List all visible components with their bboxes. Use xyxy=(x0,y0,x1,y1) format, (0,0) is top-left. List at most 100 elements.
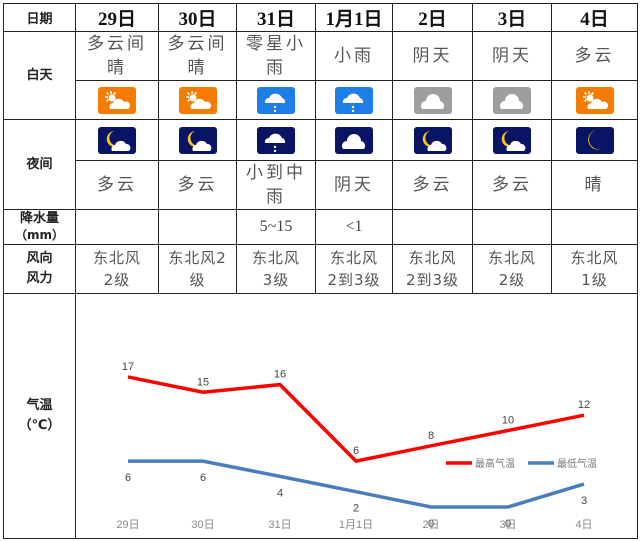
data-label: 8 xyxy=(428,430,434,442)
condition-line: 多云间 xyxy=(87,34,147,54)
x-tick-label: 1月1日 xyxy=(339,519,373,531)
condition-line: 多云 xyxy=(492,175,532,195)
date-cell: 29日 xyxy=(75,3,159,32)
day-condition: 零星小雨 xyxy=(236,31,316,81)
night-condition: 多云 xyxy=(472,160,552,210)
night-condition: 多云 xyxy=(75,160,159,210)
precip-row: 降水量 （mm） 5~15 <1 xyxy=(3,209,638,245)
sun-cloud-icon xyxy=(98,86,136,114)
weather-forecast-table: 日期 29日 30日 31日 1月1日 2日 3日 4日 白天 多云间晴 多云间… xyxy=(3,3,638,539)
condition-line: 多云 xyxy=(574,46,615,66)
overcast-icon xyxy=(493,86,531,114)
wind-line: 2级 xyxy=(498,271,526,289)
date-cell: 1月1日 xyxy=(315,3,393,32)
legend-low-label: 最低气温 xyxy=(557,457,597,470)
date-cell: 4日 xyxy=(551,3,638,32)
condition-line: 多云 xyxy=(412,175,453,195)
wind-row-label: 风向 风力 xyxy=(3,244,76,294)
condition-line: 零星小 xyxy=(246,34,306,54)
data-label: 12 xyxy=(578,399,590,411)
x-tick-label: 30日 xyxy=(191,519,214,531)
wind-value: 东北风 2到3级 xyxy=(315,244,393,294)
wind-line: 2到3级 xyxy=(405,271,460,289)
condition-line: 小雨 xyxy=(334,46,374,66)
wind-line: 东北风 xyxy=(408,249,457,267)
high-temp-line xyxy=(127,375,585,464)
condition-line: 多云 xyxy=(177,175,218,195)
precip-value: <1 xyxy=(315,209,393,245)
wind-line: 东北风2 xyxy=(168,249,227,267)
moon-icon xyxy=(575,126,614,154)
wind-line: 东北风 xyxy=(251,249,300,267)
night-condition: 阴天 xyxy=(315,160,393,210)
data-label: 10 xyxy=(502,415,514,427)
condition-line: 多云间 xyxy=(167,34,228,54)
data-label: 0 xyxy=(505,518,511,530)
data-label: 17 xyxy=(122,361,134,373)
moon-cloud-icon xyxy=(178,126,217,154)
day-icon-row xyxy=(4,80,638,120)
x-tick-label: 2日 xyxy=(422,519,439,531)
night-condition: 多云 xyxy=(392,160,473,210)
moon-cloud-icon xyxy=(413,126,452,154)
day-condition: 小雨 xyxy=(315,31,393,81)
temp-row: 气温 （℃） 17 15 16 6 8 10 12 6 6 4 2 0 0 3 29日 30日 31日 1月1日 2日… xyxy=(3,293,638,539)
temp-row-label: 气温 （℃） xyxy=(3,293,76,539)
data-label: 6 xyxy=(200,472,206,484)
night-condition: 晴 xyxy=(551,160,638,210)
wind-line: 1级 xyxy=(581,271,608,289)
condition-line: 雨 xyxy=(266,187,286,207)
data-label: 6 xyxy=(353,445,359,457)
x-tick-label: 31日 xyxy=(268,519,291,531)
precip-row-label: 降水量 （mm） xyxy=(3,209,76,245)
rain-icon xyxy=(257,86,295,114)
night-condition: 小到中雨 xyxy=(236,160,316,210)
wind-row: 风向 风力 东北风 2级 东北风2 级 东北风 3级 东北风 2到3级 东北风 2到3级 东… xyxy=(3,244,638,294)
date-cell: 2日 xyxy=(392,3,473,32)
day-row-label: 白天 xyxy=(3,31,76,120)
wind-value: 东北风 1级 xyxy=(551,244,638,294)
condition-line: 晴 xyxy=(187,58,208,78)
condition-line: 雨 xyxy=(266,58,286,78)
low-temp-line xyxy=(128,459,585,509)
wind-line: 东北风 xyxy=(92,249,141,267)
label-line: 风力 xyxy=(26,271,53,286)
date-cell: 30日 xyxy=(158,3,237,32)
label-line: 风向 xyxy=(26,251,53,266)
temperature-line-chart: 17 15 16 6 8 10 12 6 6 4 2 0 0 3 29日 30日 31日 1月1日 2日 3日 4日 最高… xyxy=(116,361,597,531)
rain-icon xyxy=(257,126,295,154)
label-line: （mm） xyxy=(14,228,64,242)
date-cell: 31日 xyxy=(236,3,316,32)
precip-value xyxy=(392,209,473,245)
date-row-label: 日期 xyxy=(3,3,76,32)
wind-line: 东北风 xyxy=(570,249,619,267)
sun-cloud-icon xyxy=(575,86,614,114)
night-icon-row: 夜间 xyxy=(3,119,638,210)
precip-value xyxy=(472,209,552,245)
data-label: 2 xyxy=(353,503,359,515)
date-row: 日期 29日 30日 31日 1月1日 2日 3日 4日 xyxy=(3,3,638,32)
precip-value xyxy=(75,209,159,245)
condition-line: 晴 xyxy=(107,58,127,78)
day-condition: 多云间晴 xyxy=(75,31,159,81)
data-label: 4 xyxy=(277,487,283,499)
day-condition: 阴天 xyxy=(472,31,552,81)
condition-line: 阴天 xyxy=(492,46,532,66)
data-label: 0 xyxy=(428,518,434,530)
x-tick-label: 3日 xyxy=(499,519,516,531)
x-tick-label: 4日 xyxy=(575,519,592,531)
day-condition: 阴天 xyxy=(392,31,473,81)
day-condition: 多云间晴 xyxy=(158,31,237,81)
data-label: 16 xyxy=(274,369,286,381)
legend-high-label: 最高气温 xyxy=(475,457,515,470)
precip-value: 5~15 xyxy=(236,209,316,245)
rain-icon xyxy=(335,86,373,114)
data-label: 6 xyxy=(125,472,131,484)
night-condition-row: 多云 多云 小到中雨 阴天 多云 多云 晴 xyxy=(4,160,638,210)
day-condition: 多云 xyxy=(551,31,638,81)
night-condition: 多云 xyxy=(158,160,237,210)
date-cell: 3日 xyxy=(472,3,552,32)
